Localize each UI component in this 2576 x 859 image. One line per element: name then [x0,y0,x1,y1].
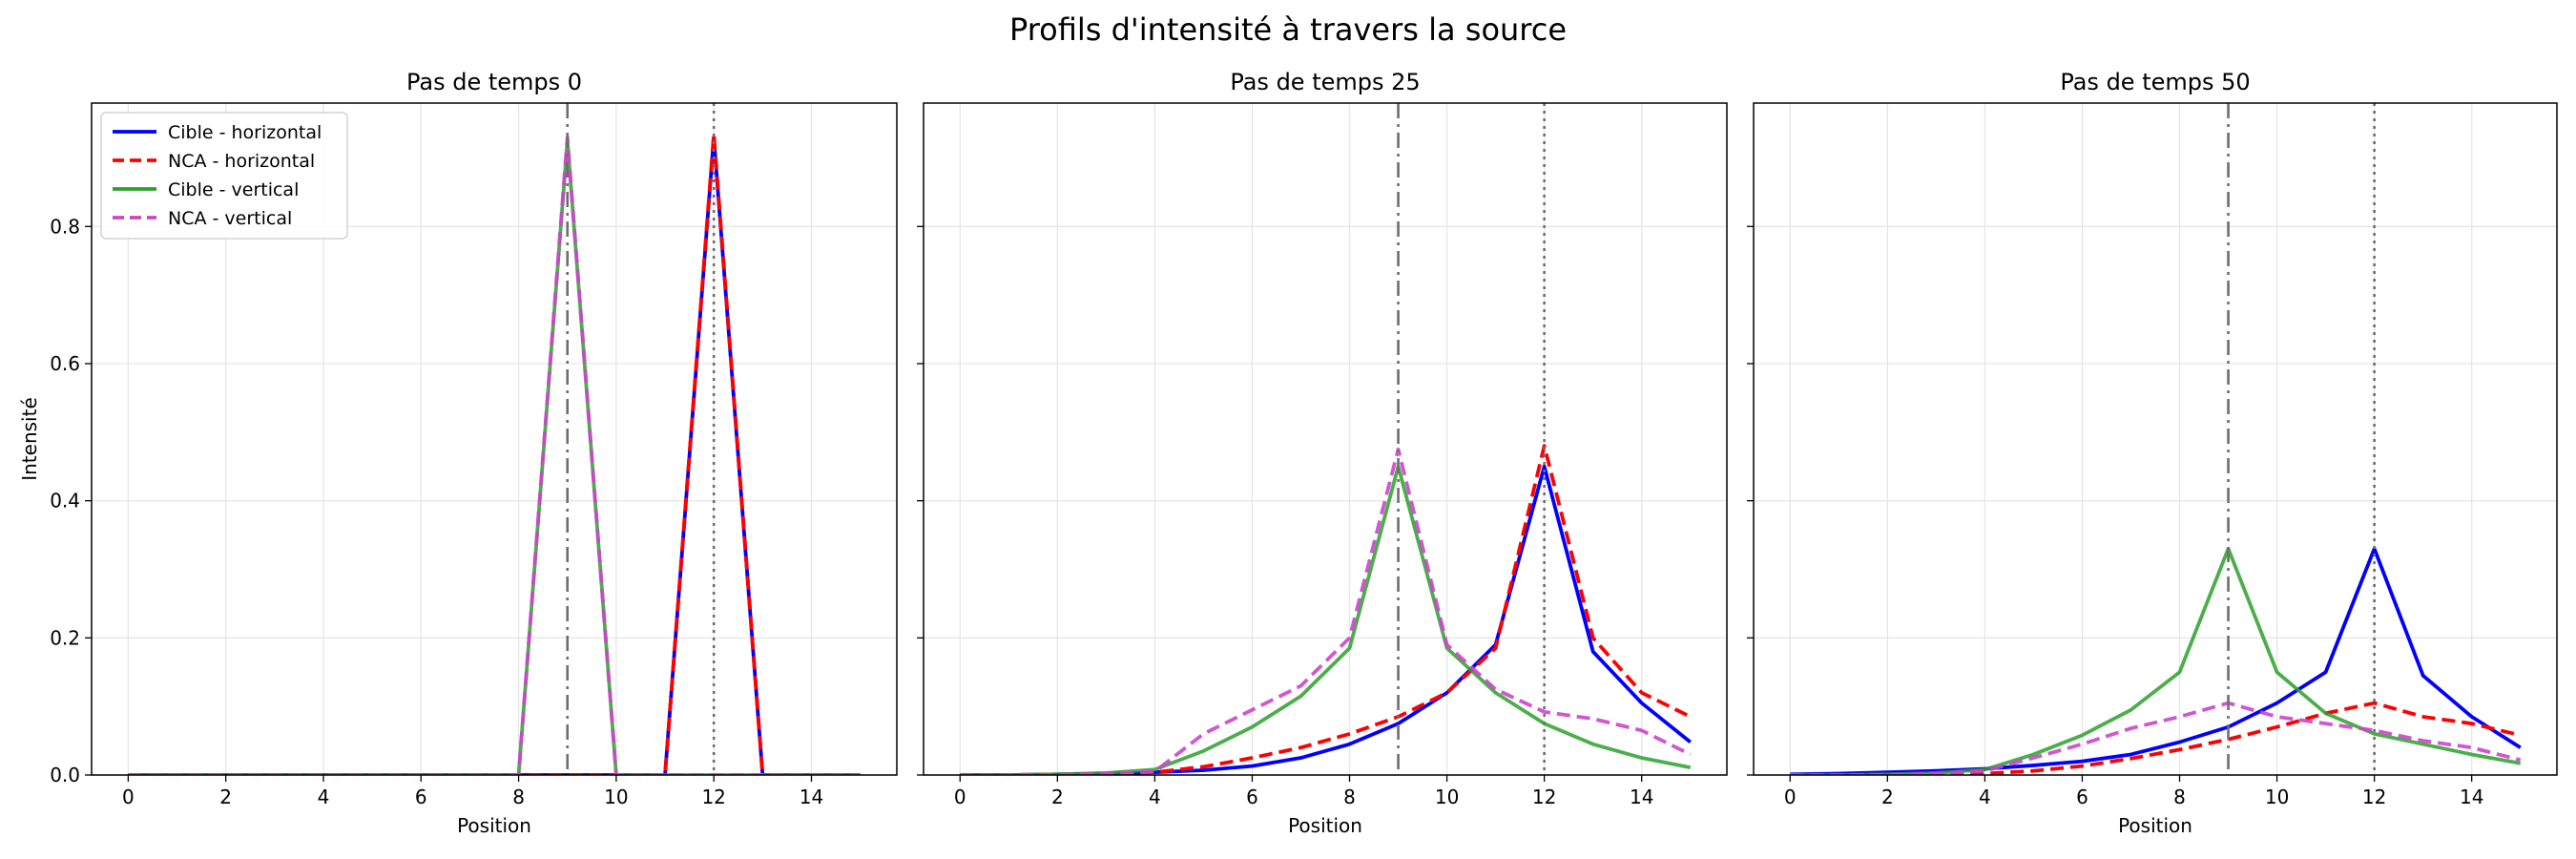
x-tick-label: 8 [1343,786,1356,808]
x-tick-label: 2 [1881,786,1894,808]
x-tick-label: 4 [318,786,330,808]
x-axis-label: Position [1288,814,1362,837]
x-tick-label: 14 [800,786,823,808]
legend-label-1: NCA - horizontal [168,151,315,172]
panel-title: Pas de temps 50 [2060,69,2250,95]
x-tick-label: 6 [2076,786,2088,808]
panel-0: 0 2 4 6 8 10 12 14 0.0 0.2 0.4 0.6 0.8 Pas de temps 0… [18,69,898,837]
axes-frame [1753,102,2558,776]
x-axis-label: Position [2118,814,2192,837]
x-tick-label: 4 [1979,786,1991,808]
x-tick-label: 0 [122,786,135,808]
figure-title: Profils d'intensité à travers la source [1009,11,1567,48]
x-tick-label: 0 [1784,786,1797,808]
panel-title: Pas de temps 25 [1230,69,1420,95]
x-tick-label: 14 [2460,786,2483,808]
legend-label-2: Cible - vertical [168,179,299,200]
x-tick-label: 10 [2265,786,2289,808]
x-tick-label: 8 [512,786,525,808]
series-line-2 [960,464,1692,775]
x-tick-label: 12 [1532,786,1556,808]
x-tick-label: 6 [415,786,427,808]
y-tick-label: 0.8 [50,215,80,238]
plot-area [128,103,861,775]
x-tick-label: 8 [2173,786,2186,808]
plot-area [1790,103,2522,775]
x-tick-label: 4 [1149,786,1161,808]
axes-frame [91,102,898,776]
y-tick-label: 0.4 [50,490,80,513]
series-line-0 [1790,547,2522,775]
series-line-0 [960,464,1692,775]
x-tick-label: 10 [604,786,628,808]
series-line-0 [128,136,861,775]
x-tick-label: 6 [1246,786,1258,808]
panel-2: 0 2 4 6 8 10 12 14 Pas de temps 50 Position [1747,69,2558,837]
x-tick-label: 2 [1051,786,1064,808]
x-tick-label: 0 [954,786,966,808]
y-axis-label: Intensité [18,397,41,481]
plot-area [960,103,1692,775]
panel-1: 0 2 4 6 8 10 12 14 Pas de temps 25 Position [917,69,1728,837]
legend: Cible - horizontal NCA - horizontal Cible … [100,112,348,240]
panel-title: Pas de temps 0 [406,69,582,95]
x-tick-label: 14 [1630,786,1653,808]
y-tick-label: 0.0 [50,764,80,786]
legend-label-0: Cible - horizontal [168,122,322,143]
x-tick-label: 2 [219,786,232,808]
series-line-2 [1790,547,2522,775]
x-tick-label: 12 [701,786,725,808]
x-axis-label: Position [457,814,531,837]
y-tick-label: 0.2 [50,626,80,649]
x-tick-label: 10 [1435,786,1459,808]
axes-frame [923,102,1728,776]
legend-box [100,112,348,240]
legend-label-3: NCA - vertical [168,208,292,229]
x-tick-label: 12 [2362,786,2386,808]
y-tick-label: 0.6 [50,352,80,375]
